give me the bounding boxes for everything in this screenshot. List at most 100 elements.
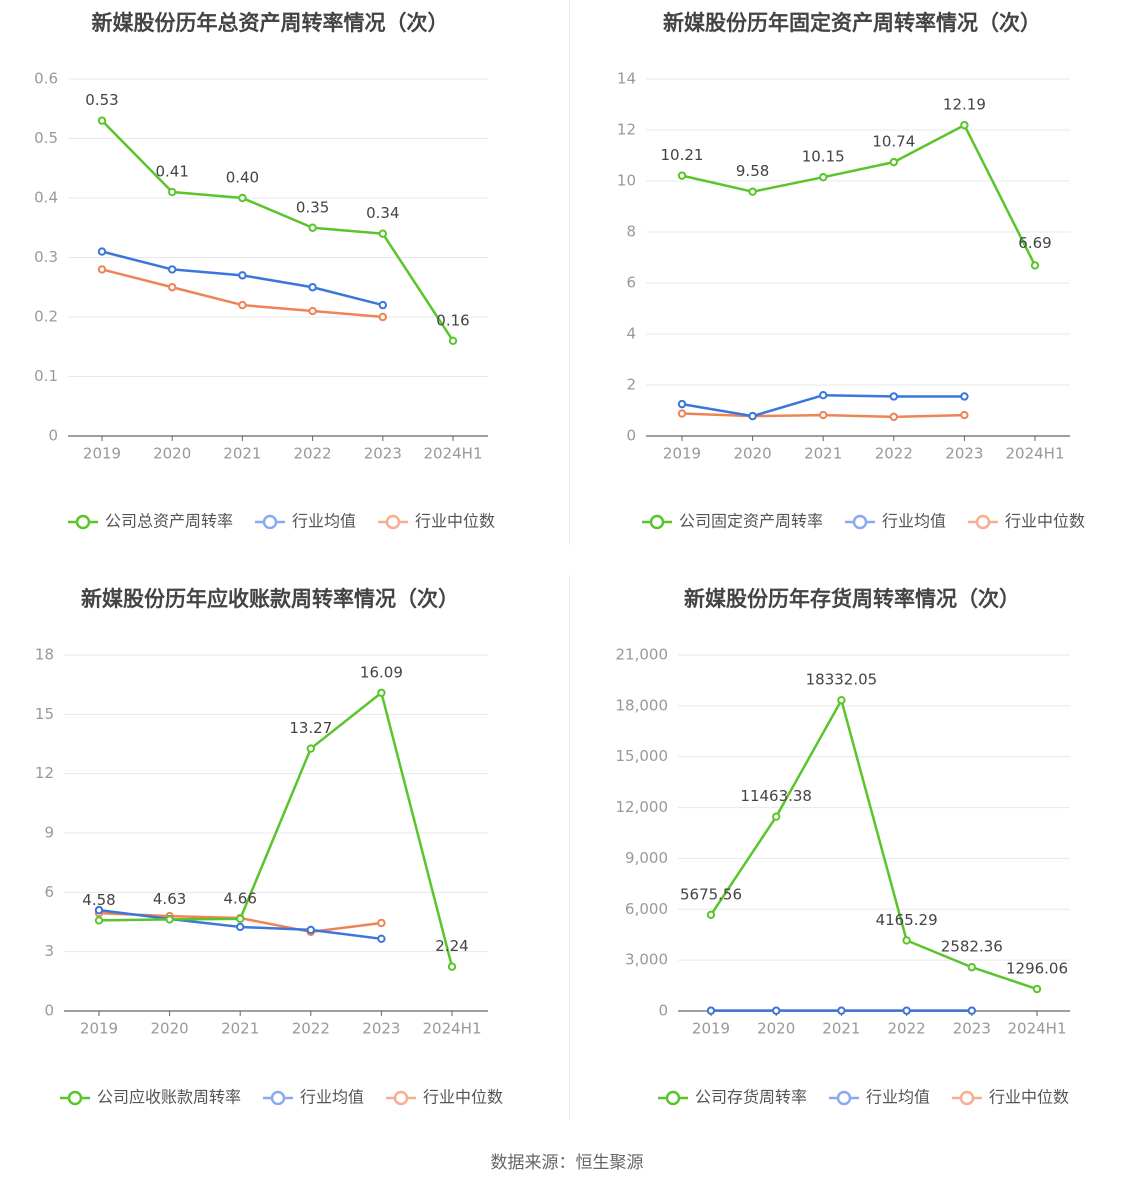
- x-tick-label: 2019: [663, 445, 701, 463]
- avg-data-point: [967, 1006, 976, 1015]
- x-tick-label: 2021: [822, 1020, 860, 1038]
- data-label: 0.53: [85, 91, 118, 109]
- y-tick-label: 18,000: [616, 696, 669, 714]
- data-label: 0.16: [436, 311, 469, 329]
- y-tick-label: 9: [44, 824, 54, 842]
- x-tick-label: 2022: [875, 445, 913, 463]
- y-tick-label: 14: [617, 70, 636, 88]
- avg-data-point: [94, 905, 104, 915]
- y-tick-label: 6: [44, 883, 54, 901]
- data-label: 0.40: [226, 169, 259, 187]
- avg-data-point: [902, 1006, 911, 1015]
- legend-marker-median: [975, 514, 991, 530]
- data-label: 2.24: [435, 937, 468, 955]
- x-tick-label: 2023: [364, 445, 402, 463]
- x-tick-label: 2021: [221, 1020, 259, 1038]
- data-source: 数据来源：恒生聚源: [490, 1153, 644, 1173]
- company-data-point: [377, 688, 386, 697]
- y-tick-label: 0.2: [34, 308, 58, 326]
- avg-data-point: [236, 922, 245, 932]
- x-tick-label: 2020: [734, 445, 772, 463]
- data-label: 12.19: [943, 96, 986, 114]
- data-label: 10.74: [872, 133, 915, 151]
- company-data-point: [837, 696, 846, 705]
- legend-marker-company: [67, 1090, 83, 1106]
- y-tick-label: 0: [658, 1002, 668, 1020]
- x-tick-label: 2023: [362, 1020, 400, 1038]
- median-data-point: [819, 410, 828, 420]
- x-tick-label: 2022: [292, 1020, 330, 1038]
- data-label: 0.34: [366, 204, 399, 222]
- y-tick-label: 3,000: [625, 951, 668, 969]
- avg-data-point: [960, 392, 969, 401]
- avg-data-point: [306, 925, 315, 935]
- legend-marker-company: [665, 1090, 681, 1106]
- avg-data-point: [819, 391, 828, 400]
- x-tick-label: 2021: [804, 445, 842, 463]
- company-data-point: [1032, 984, 1042, 994]
- legend-marker-median: [393, 1090, 409, 1106]
- y-tick-label: 0.5: [34, 129, 58, 147]
- legend-marker-median: [959, 1090, 975, 1106]
- x-tick-label: 2020: [153, 445, 191, 463]
- data-label: 0.41: [155, 163, 188, 181]
- x-tick-label: 2020: [151, 1020, 189, 1038]
- x-tick-label: 2021: [223, 445, 261, 463]
- y-tick-label: 8: [626, 223, 636, 241]
- company-data-point: [819, 172, 828, 182]
- y-tick-label: 3: [44, 942, 54, 960]
- y-tick-label: 4: [626, 325, 636, 343]
- company-data-point: [902, 936, 911, 945]
- company-data-point: [967, 963, 976, 972]
- legend-marker-avg: [262, 514, 278, 530]
- company-data-point: [889, 157, 898, 167]
- company-data-point: [706, 910, 716, 919]
- median-data-point: [889, 412, 898, 422]
- legend-marker-median: [385, 514, 401, 530]
- company-data-point: [97, 116, 107, 125]
- x-tick-label: 2023: [953, 1020, 991, 1038]
- legend-marker-avg: [852, 514, 868, 530]
- data-label: 2582.36: [941, 938, 1003, 956]
- company-data-point: [308, 223, 317, 232]
- x-tick-label: 2024H1: [1006, 445, 1065, 463]
- company-data-point: [748, 187, 757, 196]
- company-data-point: [306, 744, 315, 753]
- y-tick-label: 0: [626, 427, 636, 445]
- data-label: 4.66: [223, 889, 256, 907]
- y-tick-label: 0: [48, 427, 58, 445]
- y-tick-label: 15: [35, 705, 54, 723]
- y-tick-label: 12,000: [616, 798, 669, 816]
- avg-data-point: [677, 399, 687, 409]
- legend-label-median: 行业中位数: [415, 512, 495, 531]
- legend-label-median: 行业中位数: [423, 1088, 503, 1107]
- company-data-point: [448, 336, 458, 345]
- company-data-point: [236, 914, 245, 924]
- chart-title: 新媒股份历年固定资产周转率情况（次）: [663, 11, 1041, 35]
- avg-data-point: [238, 271, 247, 280]
- y-tick-label: 9,000: [625, 849, 668, 867]
- company-data-point: [238, 193, 247, 203]
- data-label: 10.21: [661, 146, 704, 164]
- y-tick-label: 6,000: [625, 900, 668, 918]
- median-data-point: [677, 409, 687, 418]
- avg-data-point: [889, 392, 898, 401]
- legend-marker-avg: [836, 1090, 852, 1106]
- panel-divider-top: [569, 0, 570, 545]
- data-label: 16.09: [360, 663, 403, 681]
- y-tick-label: 12: [35, 764, 54, 782]
- company-data-point: [960, 120, 969, 130]
- legend-label-avg: 行业均值: [300, 1088, 364, 1107]
- x-tick-label: 2019: [692, 1020, 730, 1038]
- legend-marker-company: [75, 514, 91, 530]
- data-label: 4.58: [82, 891, 115, 909]
- x-tick-label: 2024H1: [423, 1020, 482, 1038]
- y-tick-label: 2: [626, 376, 636, 394]
- company-data-point: [772, 812, 781, 821]
- y-tick-label: 18: [35, 646, 54, 664]
- chart-title: 新媒股份历年应收账款周转率情况（次）: [81, 587, 459, 611]
- legend-label-median: 行业中位数: [989, 1088, 1069, 1107]
- company-data-point: [94, 916, 104, 925]
- avg-data-point: [377, 934, 386, 944]
- legend-label-company: 公司总资产周转率: [105, 512, 233, 531]
